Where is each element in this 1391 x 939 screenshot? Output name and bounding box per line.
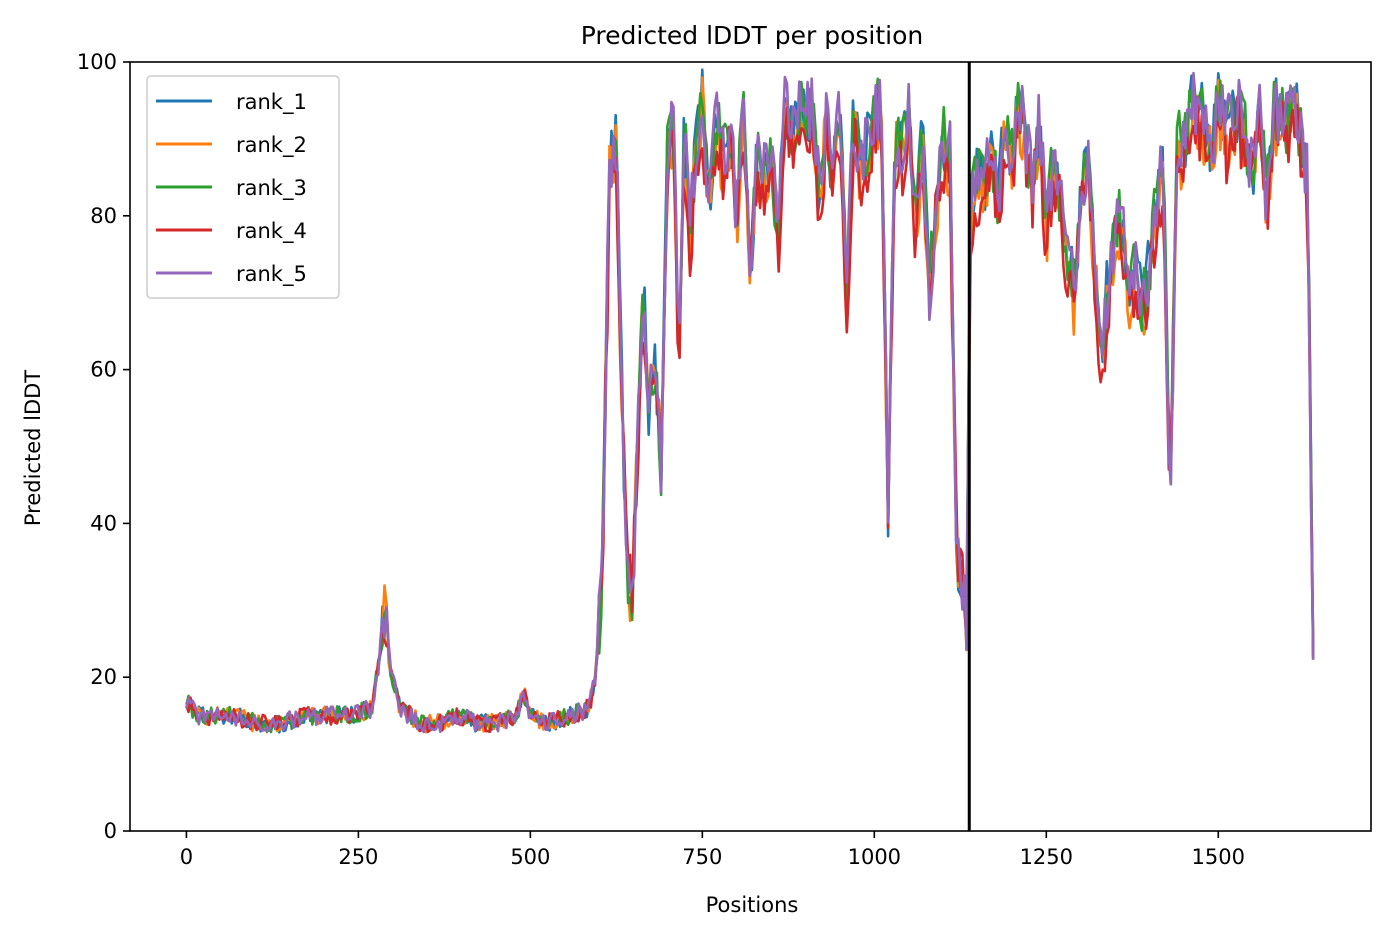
x-tick-label: 750 xyxy=(682,845,722,869)
y-tick-label: 80 xyxy=(90,204,117,228)
x-tick-label: 250 xyxy=(338,845,378,869)
x-tick-label: 1250 xyxy=(1020,845,1073,869)
legend-label: rank_2 xyxy=(236,133,307,158)
legend: rank_1 rank_2 rank_3 rank_4 rank_5 xyxy=(146,75,340,299)
y-tick-label: 60 xyxy=(90,358,117,382)
y-tick-label: 20 xyxy=(90,665,117,689)
x-axis-ticks: 0 250 500 750 1000 1250 1500 xyxy=(180,831,1245,869)
legend-box xyxy=(146,75,340,299)
x-tick-label: 1500 xyxy=(1192,845,1245,869)
axes-frame xyxy=(129,61,1372,832)
y-tick-label: 40 xyxy=(90,511,117,535)
series-line-rank-5 xyxy=(185,71,1315,734)
y-axis-ticks: 0 20 40 60 80 100 xyxy=(77,50,130,843)
x-tick-label: 500 xyxy=(510,845,550,869)
chart-title: Predicted lDDT per position xyxy=(581,21,923,50)
x-tick-label: 1000 xyxy=(848,845,901,869)
x-axis-title: Positions xyxy=(706,893,799,917)
y-axis-title: Predicted lDDT xyxy=(21,370,45,526)
legend-label: rank_5 xyxy=(236,262,307,287)
legend-label: rank_1 xyxy=(236,90,307,115)
legend-label: rank_4 xyxy=(236,219,307,244)
legend-label: rank_3 xyxy=(236,176,307,201)
plot-area xyxy=(185,68,1315,734)
y-tick-label: 0 xyxy=(104,819,117,843)
y-tick-label: 100 xyxy=(77,50,117,74)
x-tick-label: 0 xyxy=(180,845,193,869)
